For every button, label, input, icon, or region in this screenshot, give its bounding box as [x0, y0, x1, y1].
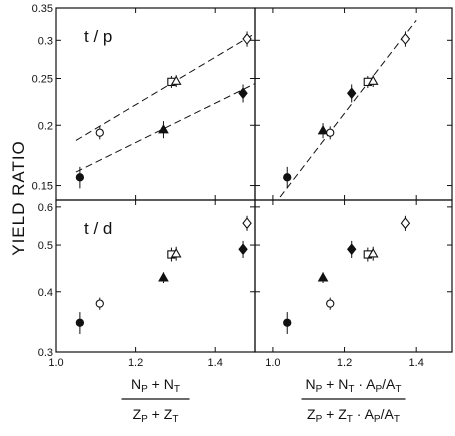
x-axis-label-bottom-right-den-part: T — [394, 414, 400, 425]
data-point-circle-open — [326, 299, 335, 308]
fit-line — [75, 33, 256, 141]
x-axis-label-bottom-left-num-part: P — [141, 384, 148, 395]
data-point-diamond-filled — [238, 87, 248, 100]
x-axis-label-bottom-right-num-part: P — [316, 384, 323, 395]
data-point-triangle-open — [367, 248, 379, 258]
panel-label: t / d — [84, 219, 112, 238]
data-point-diamond-open — [400, 33, 411, 45]
x-axis-label-bottom-right-numerator: NP + NT · AP/AT — [305, 376, 401, 395]
x-axis-label-bottom-right-num-part: /A — [382, 376, 396, 392]
x-axis-label-bottom-right-den-part: /A — [381, 406, 395, 422]
x-axis-label-bottom-right-num-part: P — [375, 384, 382, 395]
y-axis-label: YIELD RATIO — [9, 140, 28, 256]
x-axis-label-bottom-right-den-part: P — [374, 414, 381, 425]
x-axis-label-bottom-left-den-part: T — [172, 414, 178, 425]
y-tick-label: 0.35 — [32, 3, 53, 15]
x-axis-label-bottom-left-den-part: Z — [133, 406, 142, 422]
x-axis-label-bottom-left-den-part: P — [141, 414, 148, 425]
data-point-triangle-filled — [158, 123, 169, 134]
panel-top-right — [254, 7, 453, 201]
x-axis-label-bottom-right-denominator: ZP + ZT · AP/AT — [307, 406, 400, 425]
data-point-triangle-open — [367, 75, 379, 85]
data-point-triangle-open — [170, 75, 182, 85]
data-point-diamond-open — [242, 33, 252, 45]
x-axis-label-bottom-right-den-part: T — [347, 414, 353, 425]
x-tick-label: 1.4 — [208, 357, 223, 369]
x-tick-label: 1.2 — [128, 357, 143, 369]
data-point-triangle-open — [170, 248, 182, 258]
fit-line — [279, 20, 417, 198]
x-axis-label-bottom-right-den-part: Z — [307, 406, 316, 422]
x-tick-label: 1.4 — [409, 357, 424, 369]
x-axis-label-bottom-right-num-part: + N — [322, 376, 348, 392]
x-axis-label-bottom-left-num-part: N — [131, 376, 141, 392]
x-axis-label-bottom-left-num-part: + N — [148, 376, 174, 392]
data-point-circle-filled — [283, 318, 292, 327]
x-axis-label-bottom-right-num-part: T — [395, 384, 401, 395]
data-point-diamond-filled — [347, 243, 357, 256]
data-point-circle-open — [95, 299, 104, 308]
data-point-triangle-filled — [317, 272, 329, 282]
x-axis-label-bottom-right-den-part: · A — [353, 406, 375, 422]
data-point-diamond-open — [242, 217, 252, 230]
data-point-circle-filled — [283, 173, 292, 182]
panel-label: t / p — [84, 27, 112, 46]
y-tick-label: 0.3 — [38, 35, 53, 47]
x-axis-label-bottom-left-denominator: ZP + ZT — [133, 406, 179, 425]
y-tick-label: 0.6 — [38, 202, 53, 214]
x-axis-label-bottom-right-den-part: P — [316, 414, 323, 425]
x-axis-label-bottom-right-num-part: · A — [354, 376, 376, 392]
data-point-triangle-filled — [317, 125, 329, 135]
x-tick-label: 1.0 — [48, 357, 63, 369]
data-point-triangle-filled — [158, 272, 169, 282]
data-point-circle-open — [326, 128, 335, 137]
data-point-diamond-open — [400, 217, 411, 230]
data-point-circle-filled — [75, 173, 85, 182]
y-tick-label: 0.4 — [38, 287, 53, 299]
panel-frame — [254, 199, 453, 353]
data-point-diamond-filled — [238, 243, 248, 256]
x-axis-label-bottom-right-num-part: T — [348, 384, 354, 395]
x-axis-label-bottom-right-den-part: + Z — [322, 406, 347, 422]
data-point-diamond-filled — [347, 87, 357, 100]
x-axis-label-bottom-left-den-part: + Z — [148, 406, 173, 422]
x-axis-label-bottom-left-numerator: NP + NT — [131, 376, 180, 395]
y-tick-label: 0.2 — [38, 120, 53, 132]
x-tick-label: 1.2 — [337, 357, 352, 369]
y-tick-label: 0.15 — [32, 181, 53, 193]
y-tick-label: 0.25 — [32, 74, 53, 86]
y-tick-label: 0.5 — [38, 240, 53, 252]
x-axis-label-bottom-right-num-part: N — [305, 376, 315, 392]
x-tick-label: 1.0 — [265, 357, 280, 369]
panel-frame — [254, 7, 453, 201]
data-point-circle-filled — [75, 318, 85, 327]
x-axis-label-bottom-left-num-part: T — [174, 384, 180, 395]
data-point-circle-open — [95, 128, 104, 137]
panel-top-left: 0.15 0.2 0.25 0.3 0.35 t / p — [32, 3, 256, 201]
y-tick-label: 0.3 — [38, 347, 53, 359]
